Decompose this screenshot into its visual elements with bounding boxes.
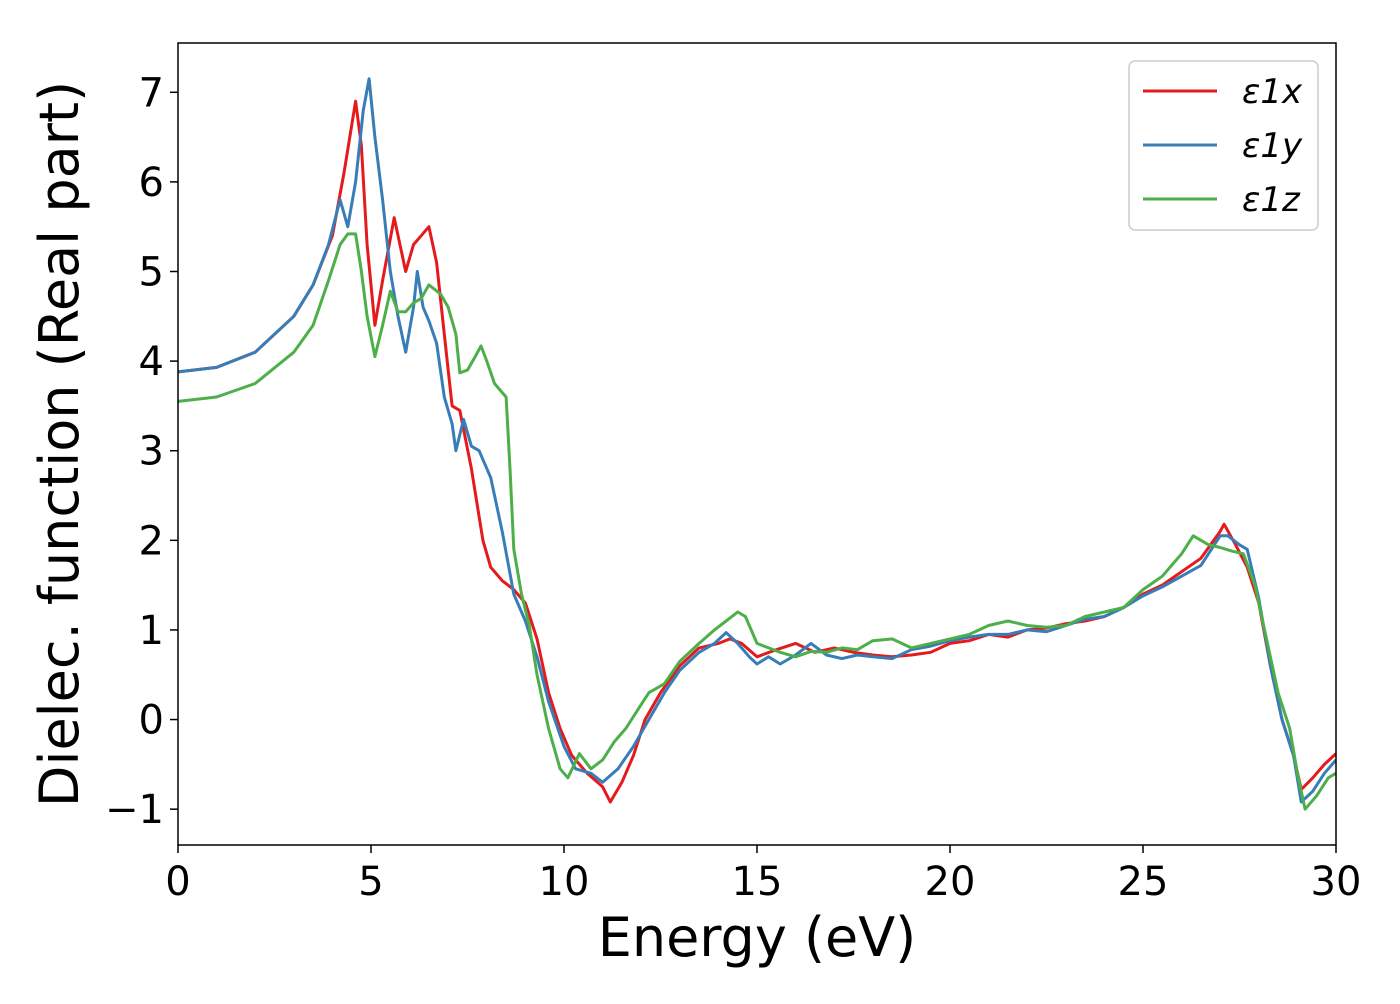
x-tick-label: 15: [732, 859, 783, 905]
series-line-1: [178, 99, 1336, 804]
y-tick-label: 7: [139, 70, 164, 116]
legend: ε1x ε1y ε1z: [1128, 60, 1319, 231]
x-axis-ticks: 0 5 10 15 20 25 30: [165, 845, 1361, 905]
legend-label-1: ε1x: [1242, 72, 1303, 112]
legend-label-3: ε1z: [1242, 180, 1301, 220]
x-tick-label: 5: [358, 859, 383, 905]
x-tick-label: 10: [539, 859, 590, 905]
legend-box: [1128, 60, 1319, 231]
y-tick-label: 2: [139, 518, 164, 564]
legend-label-2: ε1y: [1242, 126, 1303, 166]
y-tick-label: −1: [105, 787, 164, 833]
y-tick-label: 1: [139, 608, 164, 654]
y-tick-label: 6: [139, 160, 164, 206]
y-tick-label: 5: [139, 250, 164, 296]
x-tick-label: 20: [925, 859, 976, 905]
series-line-3: [178, 232, 1336, 811]
x-tick-label: 30: [1311, 859, 1362, 905]
y-axis-label: Dielec. function (Real part): [28, 81, 91, 807]
x-axis-label: Energy (eV): [598, 906, 917, 969]
y-axis-ticks: −1 0 1 2 3 4 5 6 7: [105, 70, 178, 833]
series-line-2: [178, 77, 1336, 804]
y-tick-label: 4: [139, 339, 164, 385]
plot-lines: [178, 77, 1336, 811]
y-tick-label: 3: [139, 429, 164, 475]
x-tick-label: 25: [1118, 859, 1169, 905]
x-tick-label: 0: [165, 859, 190, 905]
y-tick-label: 0: [139, 698, 164, 744]
